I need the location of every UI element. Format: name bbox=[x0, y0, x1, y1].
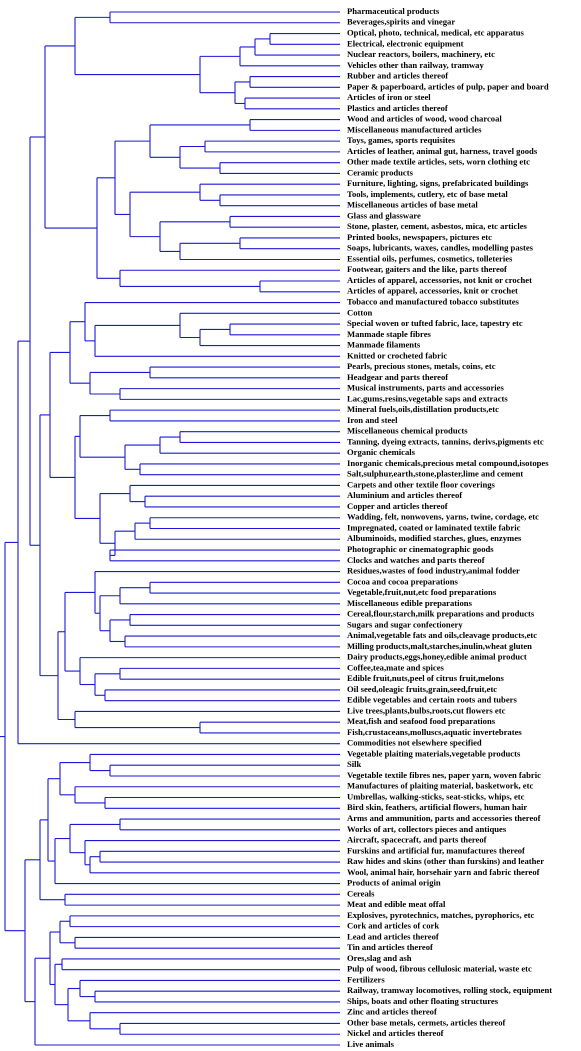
leaf-label: Cereals bbox=[347, 888, 375, 898]
leaf-label: Other base metals, cermets, articles the… bbox=[347, 1017, 506, 1027]
leaf-label: Manufactures of plaiting material, baske… bbox=[347, 781, 533, 791]
leaf-label: Nuclear reactors, boilers, machinery, et… bbox=[347, 49, 495, 59]
leaf-label: Plastics and articles thereof bbox=[347, 103, 448, 113]
leaf-label: Manmade staple fibres bbox=[347, 329, 432, 339]
leaf-label: Miscellaneous edible preparations bbox=[347, 598, 473, 608]
leaf-label: Meat and edible meat offal bbox=[347, 899, 446, 909]
leaf-label: Vegetable,fruit,nut,etc food preparation… bbox=[347, 587, 497, 597]
leaf-label: Live trees,plants,bulbs,roots,cut flower… bbox=[347, 705, 506, 715]
leaf-label: Raw hides and skins (other than furskins… bbox=[347, 856, 544, 866]
leaf-label: Fish,crustaceans,molluscs,aquatic invert… bbox=[347, 727, 522, 737]
leaf-label: Aluminium and articles thereof bbox=[347, 490, 462, 500]
leaf-label: Bird skin, feathers, artificial flowers,… bbox=[347, 802, 527, 812]
leaf-label: Tools, implements, cutlery, etc of base … bbox=[347, 189, 508, 199]
leaf-label: Other made textile articles, sets, worn … bbox=[347, 157, 530, 167]
leaf-label: Umbrellas, walking-sticks, seat-sticks, … bbox=[347, 791, 525, 801]
leaf-label: Miscellaneous chemical products bbox=[347, 426, 468, 436]
leaf-label: Footwear, gaiters and the like, parts th… bbox=[347, 264, 507, 274]
leaf-label: Sugars and sugar confectionery bbox=[347, 619, 463, 629]
leaf-label: Printed books, newspapers, pictures etc bbox=[347, 232, 492, 242]
leaf-label: Furniture, lighting, signs, prefabricate… bbox=[347, 178, 529, 188]
leaf-label: Aircraft, spacecraft, and parts thereof bbox=[347, 835, 487, 845]
leaf-label: Residues,wastes of food industry,animal … bbox=[347, 566, 520, 576]
leaf-label: Vegetable plaiting materials,vegetable p… bbox=[347, 748, 521, 758]
leaf-label: Explosives, pyrotechnics, matches, pyrop… bbox=[347, 910, 534, 920]
leaf-label: Railway, tramway locomotives, rolling st… bbox=[347, 985, 552, 995]
leaf-label: Fertilizers bbox=[347, 974, 385, 984]
leaf-label: Pharmaceutical products bbox=[347, 6, 440, 16]
leaf-label: Manmade filaments bbox=[347, 340, 421, 350]
leaf-label: Carpets and other textile floor covering… bbox=[347, 479, 496, 489]
leaf-label: Musical instruments, parts and accessori… bbox=[347, 383, 504, 393]
leaf-label: Tin and articles thereof bbox=[347, 942, 433, 952]
leaf-label: Wood and articles of wood, wood charcoal bbox=[347, 114, 502, 124]
leaf-label: Cork and articles of cork bbox=[347, 921, 439, 931]
leaf-label: Optical, photo, technical, medical, etc … bbox=[347, 27, 525, 37]
leaf-label: Organic chemicals bbox=[347, 447, 416, 457]
leaf-label: Oil seed,oleagic fruits,grain,seed,fruit… bbox=[347, 684, 497, 694]
leaf-label: Paper & paperboard, articles of pulp, pa… bbox=[347, 81, 549, 91]
leaf-label: Tanning, dyeing extracts, tannins, deriv… bbox=[347, 436, 544, 446]
leaf-label: Cotton bbox=[347, 307, 373, 317]
leaf-label: Cereal,flour,starch,milk preparations an… bbox=[347, 609, 535, 619]
leaf-label: Works of art, collectors pieces and anti… bbox=[347, 824, 507, 834]
leaf-label: Coffee,tea,mate and spices bbox=[347, 662, 445, 672]
leaf-label: Stone, plaster, cement, asbestos, mica, … bbox=[347, 221, 528, 231]
leaf-label: Lead and articles thereof bbox=[347, 931, 439, 941]
leaf-label: Knitted or crocheted fabric bbox=[347, 350, 447, 360]
leaf-label: Tobacco and manufactured tobacco substit… bbox=[347, 297, 520, 307]
leaf-label: Rubber and articles thereof bbox=[347, 71, 448, 81]
leaf-label: Milling products,malt,starches,inulin,wh… bbox=[347, 641, 532, 651]
leaf-label: Articles of apparel, accessories, not kn… bbox=[347, 275, 532, 285]
leaf-label: Vegetable textile fibres nes, paper yarn… bbox=[347, 770, 541, 780]
leaf-label: Dairy products,eggs,honey,edible animal … bbox=[347, 652, 527, 662]
leaf-label: Wool, animal hair, horsehair yarn and fa… bbox=[347, 867, 540, 877]
leaf-label: Live animals bbox=[347, 1039, 395, 1049]
leaf-label: Electrical, electronic equipment bbox=[347, 38, 464, 48]
leaf-label: Pulp of wood, fibrous cellulosic materia… bbox=[347, 964, 532, 974]
leaf-label: Nickel and articles thereof bbox=[347, 1028, 444, 1038]
leaf-label: Wadding, felt, nonwovens, yarns, twine, … bbox=[347, 512, 539, 522]
leaf-label: Articles of iron or steel bbox=[347, 92, 431, 102]
leaf-label: Products of animal origin bbox=[347, 878, 441, 888]
leaf-label: Impregnated, coated or laminated textile… bbox=[347, 522, 521, 532]
leaf-label: Soaps, lubricants, waxes, candles, model… bbox=[347, 243, 534, 253]
leaf-label: Special woven or tufted fabric, lace, ta… bbox=[347, 318, 523, 328]
leaf-label: Meat,fish and seafood food preparations bbox=[347, 716, 496, 726]
leaf-label: Articles of apparel, accessories, knit o… bbox=[347, 286, 518, 296]
leaf-label: Ceramic products bbox=[347, 167, 414, 177]
leaf-label: Miscellaneous manufactured articles bbox=[347, 124, 482, 134]
leaf-label: Headgear and parts thereof bbox=[347, 372, 448, 382]
leaf-label: Glass and glassware bbox=[347, 210, 421, 220]
leaf-label: Salt,sulphur,earth,stone,plaster,lime an… bbox=[347, 469, 523, 479]
leaf-label: Vehicles other than railway, tramway bbox=[347, 60, 484, 70]
leaf-label: Silk bbox=[347, 759, 362, 769]
leaf-label: Iron and steel bbox=[347, 415, 398, 425]
leaf-label: Edible fruit,nuts,peel of citrus fruit,m… bbox=[347, 673, 504, 683]
leaf-label: Albuminoids, modified starches, glues, e… bbox=[347, 533, 522, 543]
leaf-label: Clocks and watches and parts thereof bbox=[347, 555, 485, 565]
leaf-label: Zinc and articles thereof bbox=[347, 1007, 437, 1017]
leaf-label: Beverages,spirits and vinegar bbox=[347, 17, 455, 27]
leaf-label: Furskins and artificial fur, manufacture… bbox=[347, 845, 525, 855]
leaf-label: Ores,slag and ash bbox=[347, 953, 412, 963]
leaf-label: Toys, games, sports requisites bbox=[347, 135, 456, 145]
leaf-label: Cocoa and cocoa preparations bbox=[347, 576, 458, 586]
leaf-label: Inorganic chemicals,precious metal compo… bbox=[347, 458, 549, 468]
leaf-label: Articles of leather, animal gut, harness… bbox=[347, 146, 538, 156]
leaf-label: Essential oils, perfumes, cosmetics, tol… bbox=[347, 253, 513, 263]
leaf-label: Lac,gums,resins,vegetable saps and extra… bbox=[347, 393, 508, 403]
leaf-label: Mineral fuels,oils,distillation products… bbox=[347, 404, 499, 414]
leaf-label: Edible vegetables and certain roots and … bbox=[347, 695, 517, 705]
leaf-label: Arms and ammunition, parts and accessori… bbox=[347, 813, 541, 823]
leaf-label: Pearls, precious stones, metals, coins, … bbox=[347, 361, 496, 371]
leaf-label: Miscellaneous articles of base metal bbox=[347, 200, 478, 210]
leaf-label: Ships, boats and other floating structur… bbox=[347, 996, 499, 1006]
leaf-label: Commodities not elsewhere specified bbox=[347, 738, 482, 748]
leaf-label: Copper and articles thereof bbox=[347, 501, 448, 511]
leaf-label: Photographic or cinematographic goods bbox=[347, 544, 494, 554]
leaf-label: Animal,vegetable fats and oils,cleavage … bbox=[347, 630, 537, 640]
